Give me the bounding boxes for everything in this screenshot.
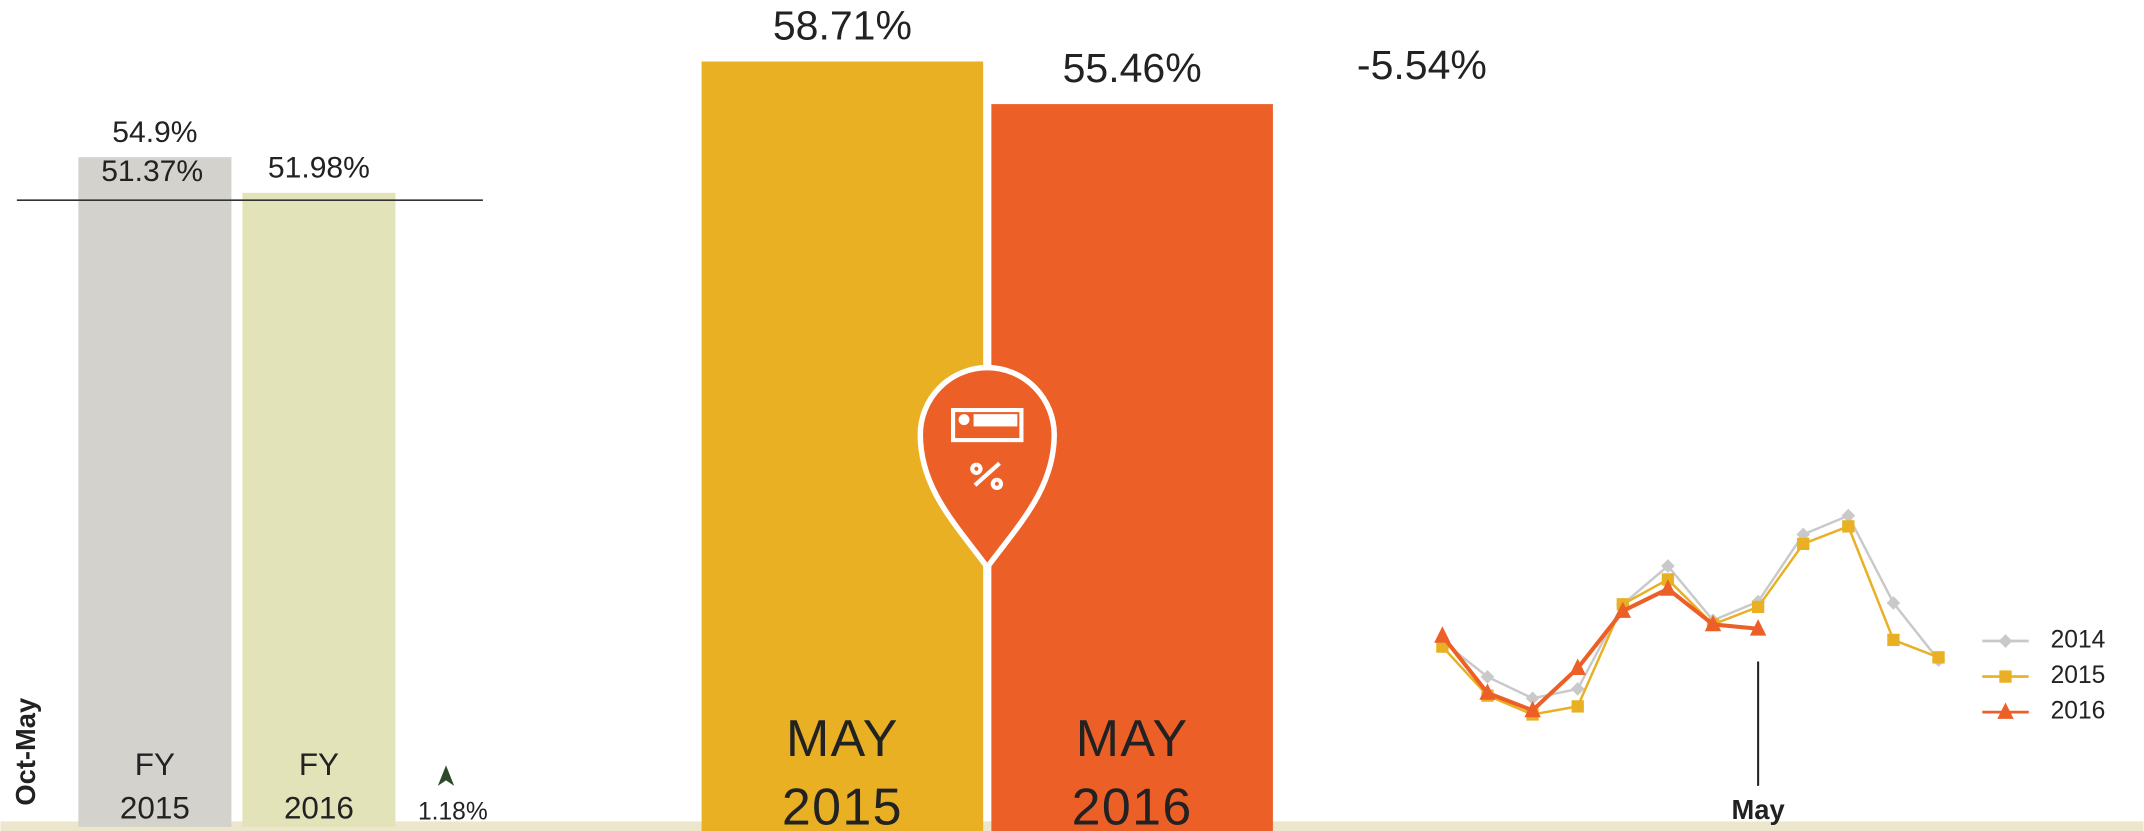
category-label: FY 2015 [120,747,190,826]
bed-blanket [973,414,1018,427]
value-label: 55.46% [1063,45,1202,91]
point [1614,601,1632,618]
category-label: MAY 2016 [1072,710,1193,831]
point [1479,683,1496,700]
point [1569,658,1586,675]
value-label: 58.71% [773,3,912,49]
occupancy-icon [917,365,1057,572]
series-line [1440,586,1759,713]
legend-label: 2015 [2051,662,2106,689]
point [1480,670,1495,684]
point [1887,633,1900,647]
legend-marker [1998,634,2013,648]
point [1704,614,1722,632]
percent-sign [970,461,1004,490]
point [1659,579,1677,596]
series-line [1441,514,1940,700]
point [1797,537,1810,551]
point [1932,651,1945,664]
point [1841,508,1856,523]
bed-pillow [958,414,970,426]
change-label: -5.54% [1357,42,1487,88]
point [1751,600,1765,614]
category-label: MAY 2015 [782,710,903,831]
legend-marker [1997,702,2014,719]
change-label: 1.18% [418,799,488,826]
point [1524,700,1541,718]
point [1749,619,1767,636]
reference-label: 51.37% [101,155,203,188]
legend-marker [1999,670,2012,683]
point [1661,559,1675,573]
bar [78,157,232,827]
value-label: 54.9% [112,116,197,149]
category-label: FY 2016 [284,747,354,826]
point [1842,520,1855,533]
point [1571,700,1584,713]
value-label: 51.98% [268,152,370,185]
x-tick-label: May [1732,794,1786,825]
bed-frame [951,407,1024,443]
legend-label: 2014 [2051,627,2106,654]
legend-label: 2016 [2051,698,2106,725]
bar [242,192,396,827]
up-arrow [437,765,455,786]
axis-label: Oct-May [10,697,41,806]
series-line [1441,524,1939,716]
point [1436,640,1449,653]
point [1434,626,1451,643]
